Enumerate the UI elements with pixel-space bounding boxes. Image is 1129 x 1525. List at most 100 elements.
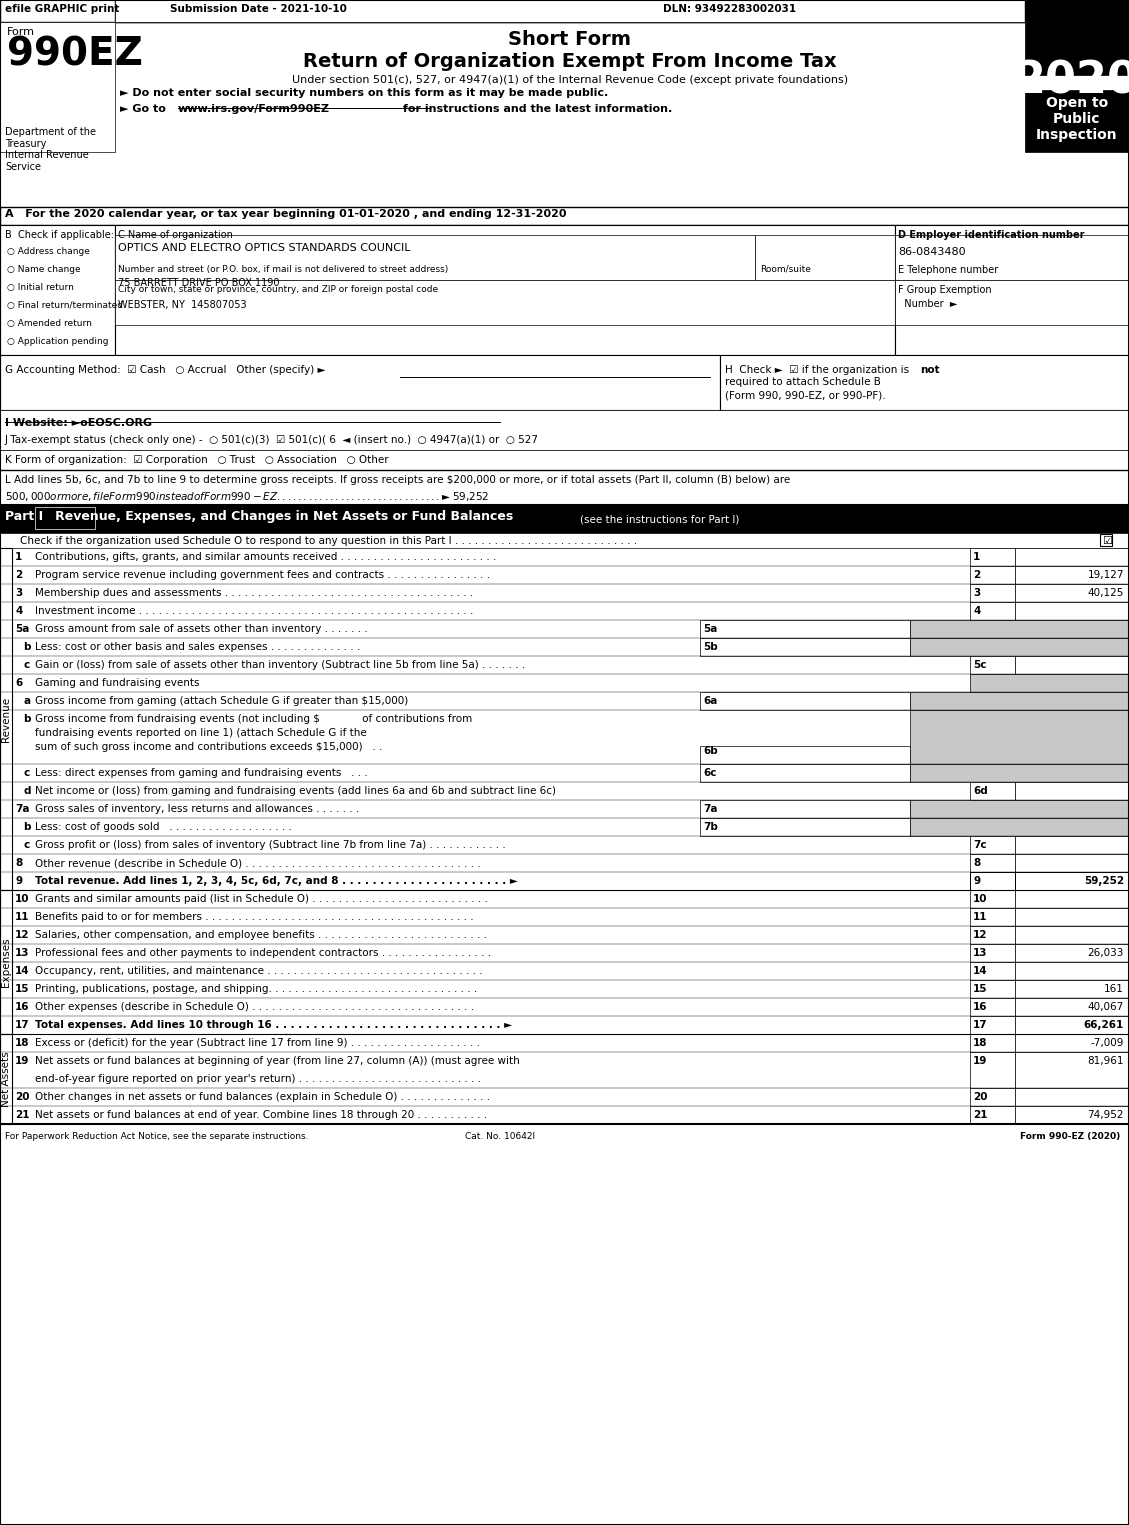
Text: c: c (23, 840, 29, 849)
Text: (Form 990, 990-EZ, or 990-PF).: (Form 990, 990-EZ, or 990-PF). (725, 390, 885, 400)
Text: C Name of organization: C Name of organization (119, 230, 233, 239)
Bar (970, 926, 1015, 944)
Bar (755, 235, 895, 281)
Bar (1015, 1087, 1129, 1106)
Bar (545, 0, 1129, 21)
Bar (1015, 944, 1129, 962)
Text: Gaming and fundraising events: Gaming and fundraising events (35, 679, 200, 688)
Text: Net Assets: Net Assets (1, 1051, 11, 1107)
Bar (0, 0, 115, 21)
Text: Expenses: Expenses (1, 938, 11, 987)
Bar (1015, 566, 1129, 584)
Text: B  Check if applicable:: B Check if applicable: (5, 230, 114, 239)
Bar (970, 962, 1015, 981)
Bar (1015, 656, 1129, 674)
Bar (720, 355, 1129, 410)
Text: 16: 16 (15, 1002, 29, 1013)
Bar (1015, 836, 1129, 854)
Text: 6: 6 (15, 679, 23, 688)
Text: 40,067: 40,067 (1087, 1002, 1124, 1013)
Text: $500,000 or more, file Form 990 instead of Form 990-EZ . . . . . . . . . . . . .: $500,000 or more, file Form 990 instead … (5, 490, 489, 503)
Text: 990EZ: 990EZ (7, 35, 143, 73)
Bar (0, 891, 12, 1034)
Bar (970, 981, 1015, 997)
Text: c: c (23, 660, 29, 669)
Text: K Form of organization:  ☑ Corporation   ○ Trust   ○ Association   ○ Other: K Form of organization: ☑ Corporation ○ … (5, 454, 388, 465)
Text: ► Go to: ► Go to (120, 104, 169, 114)
Bar (165, 0, 545, 21)
Text: 11: 11 (973, 912, 988, 923)
Text: d: d (23, 785, 30, 796)
Text: 2: 2 (15, 570, 23, 580)
Text: ○ Name change: ○ Name change (7, 265, 80, 274)
Text: Total expenses. Add lines 10 through 16 . . . . . . . . . . . . . . . . . . . . : Total expenses. Add lines 10 through 16 … (35, 1020, 513, 1029)
Text: 5a: 5a (703, 624, 717, 634)
Text: 21: 21 (15, 1110, 29, 1119)
Text: Form 990-EZ (2020): Form 990-EZ (2020) (1019, 1132, 1120, 1141)
Text: J Tax-exempt status (check only one) -  ○ 501(c)(3)  ☑ 501(c)( 6  ◄ (insert no.): J Tax-exempt status (check only one) - ○… (5, 435, 539, 445)
Text: F Group Exemption: F Group Exemption (898, 285, 991, 294)
Bar (700, 692, 910, 711)
Text: 1: 1 (973, 552, 980, 563)
Bar (970, 907, 1015, 926)
Bar (35, 506, 95, 529)
Text: 19: 19 (15, 1055, 29, 1066)
Text: 14: 14 (973, 965, 988, 976)
Text: Benefits paid to or for members . . . . . . . . . . . . . . . . . . . . . . . . : Benefits paid to or for members . . . . … (35, 912, 474, 923)
Text: not: not (920, 364, 939, 375)
Text: OMB No. 1545-1150: OMB No. 1545-1150 (1032, 30, 1122, 40)
Text: 6b: 6b (703, 746, 718, 756)
Text: 15: 15 (15, 984, 29, 994)
Text: -7,009: -7,009 (1091, 1039, 1124, 1048)
Text: 59,252: 59,252 (1084, 875, 1124, 886)
Text: Department of the
Treasury
Internal Revenue
Service: Department of the Treasury Internal Reve… (5, 127, 96, 172)
Text: Revenue, Expenses, and Changes in Net Assets or Fund Balances: Revenue, Expenses, and Changes in Net As… (42, 509, 514, 523)
Bar (1015, 891, 1129, 907)
Text: H  Check ►  ☑ if the organization is: H Check ► ☑ if the organization is (725, 364, 912, 375)
Bar (0, 450, 1129, 470)
Text: Gross profit or (loss) from sales of inventory (Subtract line 7b from line 7a) .: Gross profit or (loss) from sales of inv… (35, 840, 506, 849)
Bar (970, 584, 1015, 602)
Text: Room/suite: Room/suite (760, 265, 811, 274)
Text: 4: 4 (973, 605, 980, 616)
Text: G Accounting Method:  ☑ Cash   ○ Accrual   Other (specify) ►: G Accounting Method: ☑ Cash ○ Accrual Ot… (5, 364, 325, 375)
Bar (1025, 0, 1129, 21)
Text: 18: 18 (15, 1039, 29, 1048)
Bar (970, 674, 1129, 692)
Text: ○ Final return/terminated: ○ Final return/terminated (7, 300, 123, 310)
Text: 5a: 5a (15, 624, 29, 634)
Text: for instructions and the latest information.: for instructions and the latest informat… (399, 104, 672, 114)
Text: 9: 9 (973, 875, 980, 886)
Text: Open to
Public
Inspection: Open to Public Inspection (1036, 96, 1118, 142)
Text: 8: 8 (15, 859, 23, 868)
Text: 12: 12 (973, 930, 988, 939)
Text: 1: 1 (15, 552, 23, 563)
Text: Membership dues and assessments . . . . . . . . . . . . . . . . . . . . . . . . : Membership dues and assessments . . . . … (35, 589, 473, 598)
Text: 11: 11 (15, 912, 29, 923)
Text: Salaries, other compensation, and employee benefits . . . . . . . . . . . . . . : Salaries, other compensation, and employ… (35, 930, 487, 939)
Text: Contributions, gifts, grants, and similar amounts received . . . . . . . . . . .: Contributions, gifts, grants, and simila… (35, 552, 497, 563)
Bar (0, 534, 1129, 547)
Bar (1015, 1106, 1129, 1124)
Bar (700, 621, 910, 637)
Text: 10: 10 (973, 894, 988, 904)
Bar (970, 1106, 1015, 1124)
Bar (1025, 90, 1129, 152)
Text: Grants and similar amounts paid (list in Schedule O) . . . . . . . . . . . . . .: Grants and similar amounts paid (list in… (35, 894, 488, 904)
Bar (115, 226, 895, 355)
Text: Revenue: Revenue (1, 697, 11, 741)
Bar (970, 1052, 1015, 1087)
Text: 161: 161 (1104, 984, 1124, 994)
Bar (1015, 584, 1129, 602)
Bar (115, 235, 755, 281)
Text: 6a: 6a (703, 695, 717, 706)
Text: Cat. No. 10642I: Cat. No. 10642I (465, 1132, 535, 1141)
Bar (970, 836, 1015, 854)
Text: 12: 12 (15, 930, 29, 939)
Text: Gross income from gaming (attach Schedule G if greater than $15,000): Gross income from gaming (attach Schedul… (35, 695, 409, 706)
Text: L Add lines 5b, 6c, and 7b to line 9 to determine gross receipts. If gross recei: L Add lines 5b, 6c, and 7b to line 9 to … (5, 474, 790, 485)
Text: Gross income from fundraising events (not including $             of contributio: Gross income from fundraising events (no… (35, 714, 472, 724)
Text: I Website: ►oEOSC.ORG: I Website: ►oEOSC.ORG (5, 418, 152, 429)
Text: Gross amount from sale of assets other than inventory . . . . . . .: Gross amount from sale of assets other t… (35, 624, 368, 634)
Bar (1015, 602, 1129, 621)
